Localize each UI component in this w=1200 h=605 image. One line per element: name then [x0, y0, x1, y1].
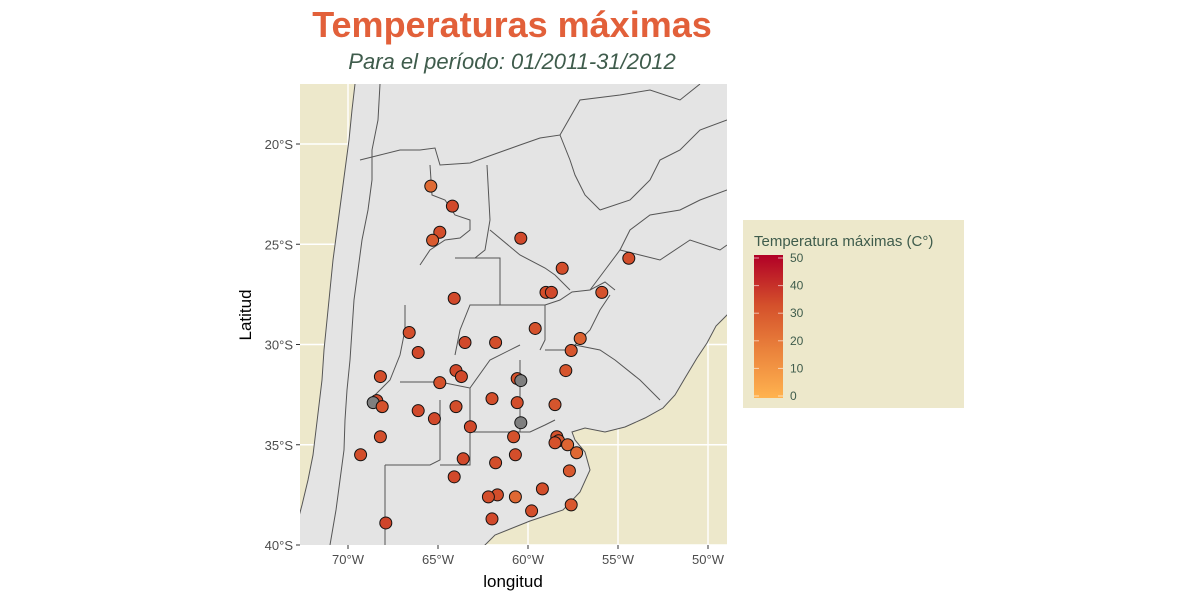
- station-point[interactable]: [562, 464, 576, 478]
- station-point[interactable]: [411, 404, 425, 418]
- station-point[interactable]: [564, 498, 578, 512]
- station-point[interactable]: [447, 470, 461, 484]
- station-point[interactable]: [548, 436, 562, 450]
- station-point[interactable]: [510, 396, 524, 410]
- y-tick-label: 40°S: [265, 538, 294, 553]
- station-point[interactable]: [559, 364, 573, 378]
- legend-tick-label: 50: [790, 251, 804, 265]
- border-line: [369, 305, 406, 401]
- station-point[interactable]: [507, 430, 521, 444]
- station-point[interactable]: [424, 179, 438, 193]
- border-line: [500, 304, 546, 351]
- station-points: [354, 179, 636, 530]
- station-point[interactable]: [433, 376, 447, 390]
- station-point[interactable]: [375, 400, 389, 414]
- station-point[interactable]: [548, 398, 562, 412]
- station-point[interactable]: [514, 231, 528, 245]
- border-line: [454, 257, 501, 356]
- station-point[interactable]: [481, 490, 495, 504]
- y-axis-label: Latitud: [236, 289, 255, 340]
- station-point[interactable]: [525, 504, 539, 518]
- station-point[interactable]: [447, 291, 461, 305]
- station-point[interactable]: [427, 412, 441, 426]
- station-point[interactable]: [595, 285, 609, 299]
- y-tick-label: 25°S: [265, 237, 294, 252]
- station-point[interactable]: [485, 512, 499, 526]
- land-polygons: [300, 84, 727, 545]
- land-polygon: [300, 84, 727, 545]
- station-point[interactable]: [445, 199, 459, 213]
- station-point[interactable]: [379, 516, 393, 530]
- x-axis-label: longitud: [483, 572, 543, 591]
- station-point[interactable]: [463, 420, 477, 434]
- station-point[interactable]: [426, 233, 440, 247]
- station-point[interactable]: [456, 452, 470, 466]
- station-point[interactable]: [373, 370, 387, 384]
- legend: Temperatura máximas (C°) 0 10 20 30 40 50: [743, 220, 964, 408]
- border-line: [574, 344, 661, 401]
- border-line: [469, 344, 521, 389]
- legend-colorbar: [754, 255, 783, 398]
- x-tick-label: 60°W: [512, 552, 545, 567]
- station-point[interactable]: [489, 456, 503, 470]
- border-line: [385, 400, 441, 466]
- y-tick-label: 35°S: [265, 438, 294, 453]
- legend-ticks: 0 10 20 30 40 50: [754, 251, 804, 403]
- station-point[interactable]: [561, 438, 575, 452]
- y-tick-label: 30°S: [265, 338, 294, 353]
- station-point[interactable]: [555, 261, 569, 275]
- station-point[interactable]: [622, 251, 636, 265]
- station-point[interactable]: [458, 335, 472, 349]
- station-point[interactable]: [508, 448, 522, 462]
- border-line: [400, 381, 471, 432]
- border-line: [619, 189, 727, 251]
- station-point[interactable]: [528, 321, 542, 335]
- station-point[interactable]: [570, 446, 584, 460]
- station-point[interactable]: [564, 344, 578, 358]
- station-point[interactable]: [373, 430, 387, 444]
- border-line: [589, 239, 727, 291]
- y-tick-label: 20°S: [265, 137, 294, 152]
- station-point[interactable]: [544, 285, 558, 299]
- station-point[interactable]: [508, 490, 522, 504]
- border-line: [419, 164, 471, 266]
- y-axis: 20°S 25°S 30°S 35°S 40°S: [265, 137, 300, 553]
- x-axis: 70°W 65°W 60°W 55°W 50°W: [332, 545, 725, 567]
- station-point[interactable]: [449, 400, 463, 414]
- border-line: [599, 119, 727, 211]
- legend-tick-label: 40: [790, 279, 804, 293]
- chart-title: Temperaturas máximas: [312, 4, 712, 45]
- station-point[interactable]: [454, 370, 468, 384]
- station-point[interactable]: [514, 374, 528, 388]
- x-tick-label: 65°W: [422, 552, 455, 567]
- station-point[interactable]: [514, 416, 528, 430]
- x-tick-label: 55°W: [602, 552, 635, 567]
- border-line: [470, 419, 556, 433]
- border-line: [559, 84, 701, 136]
- station-point[interactable]: [411, 346, 425, 360]
- station-point[interactable]: [573, 331, 587, 345]
- border-line: [544, 281, 616, 306]
- station-point[interactable]: [535, 482, 549, 496]
- station-point[interactable]: [402, 325, 416, 339]
- map-panel: [300, 84, 727, 545]
- legend-title: Temperatura máximas (C°): [754, 233, 933, 250]
- border-line: [440, 432, 471, 466]
- x-tick-label: 70°W: [332, 552, 365, 567]
- station-point[interactable]: [485, 392, 499, 406]
- station-point[interactable]: [433, 225, 447, 239]
- legend-tick-label: 20: [790, 334, 804, 348]
- chart-subtitle: Para el período: 01/2011-31/2012: [348, 49, 675, 74]
- border-line: [359, 134, 601, 211]
- legend-tick-label: 0: [790, 389, 797, 403]
- x-tick-label: 50°W: [692, 552, 725, 567]
- legend-tick-label: 10: [790, 361, 804, 375]
- station-point[interactable]: [489, 335, 503, 349]
- legend-tick-label: 30: [790, 306, 804, 320]
- station-point[interactable]: [354, 448, 368, 462]
- border-line: [489, 229, 571, 291]
- border-line: [329, 84, 381, 545]
